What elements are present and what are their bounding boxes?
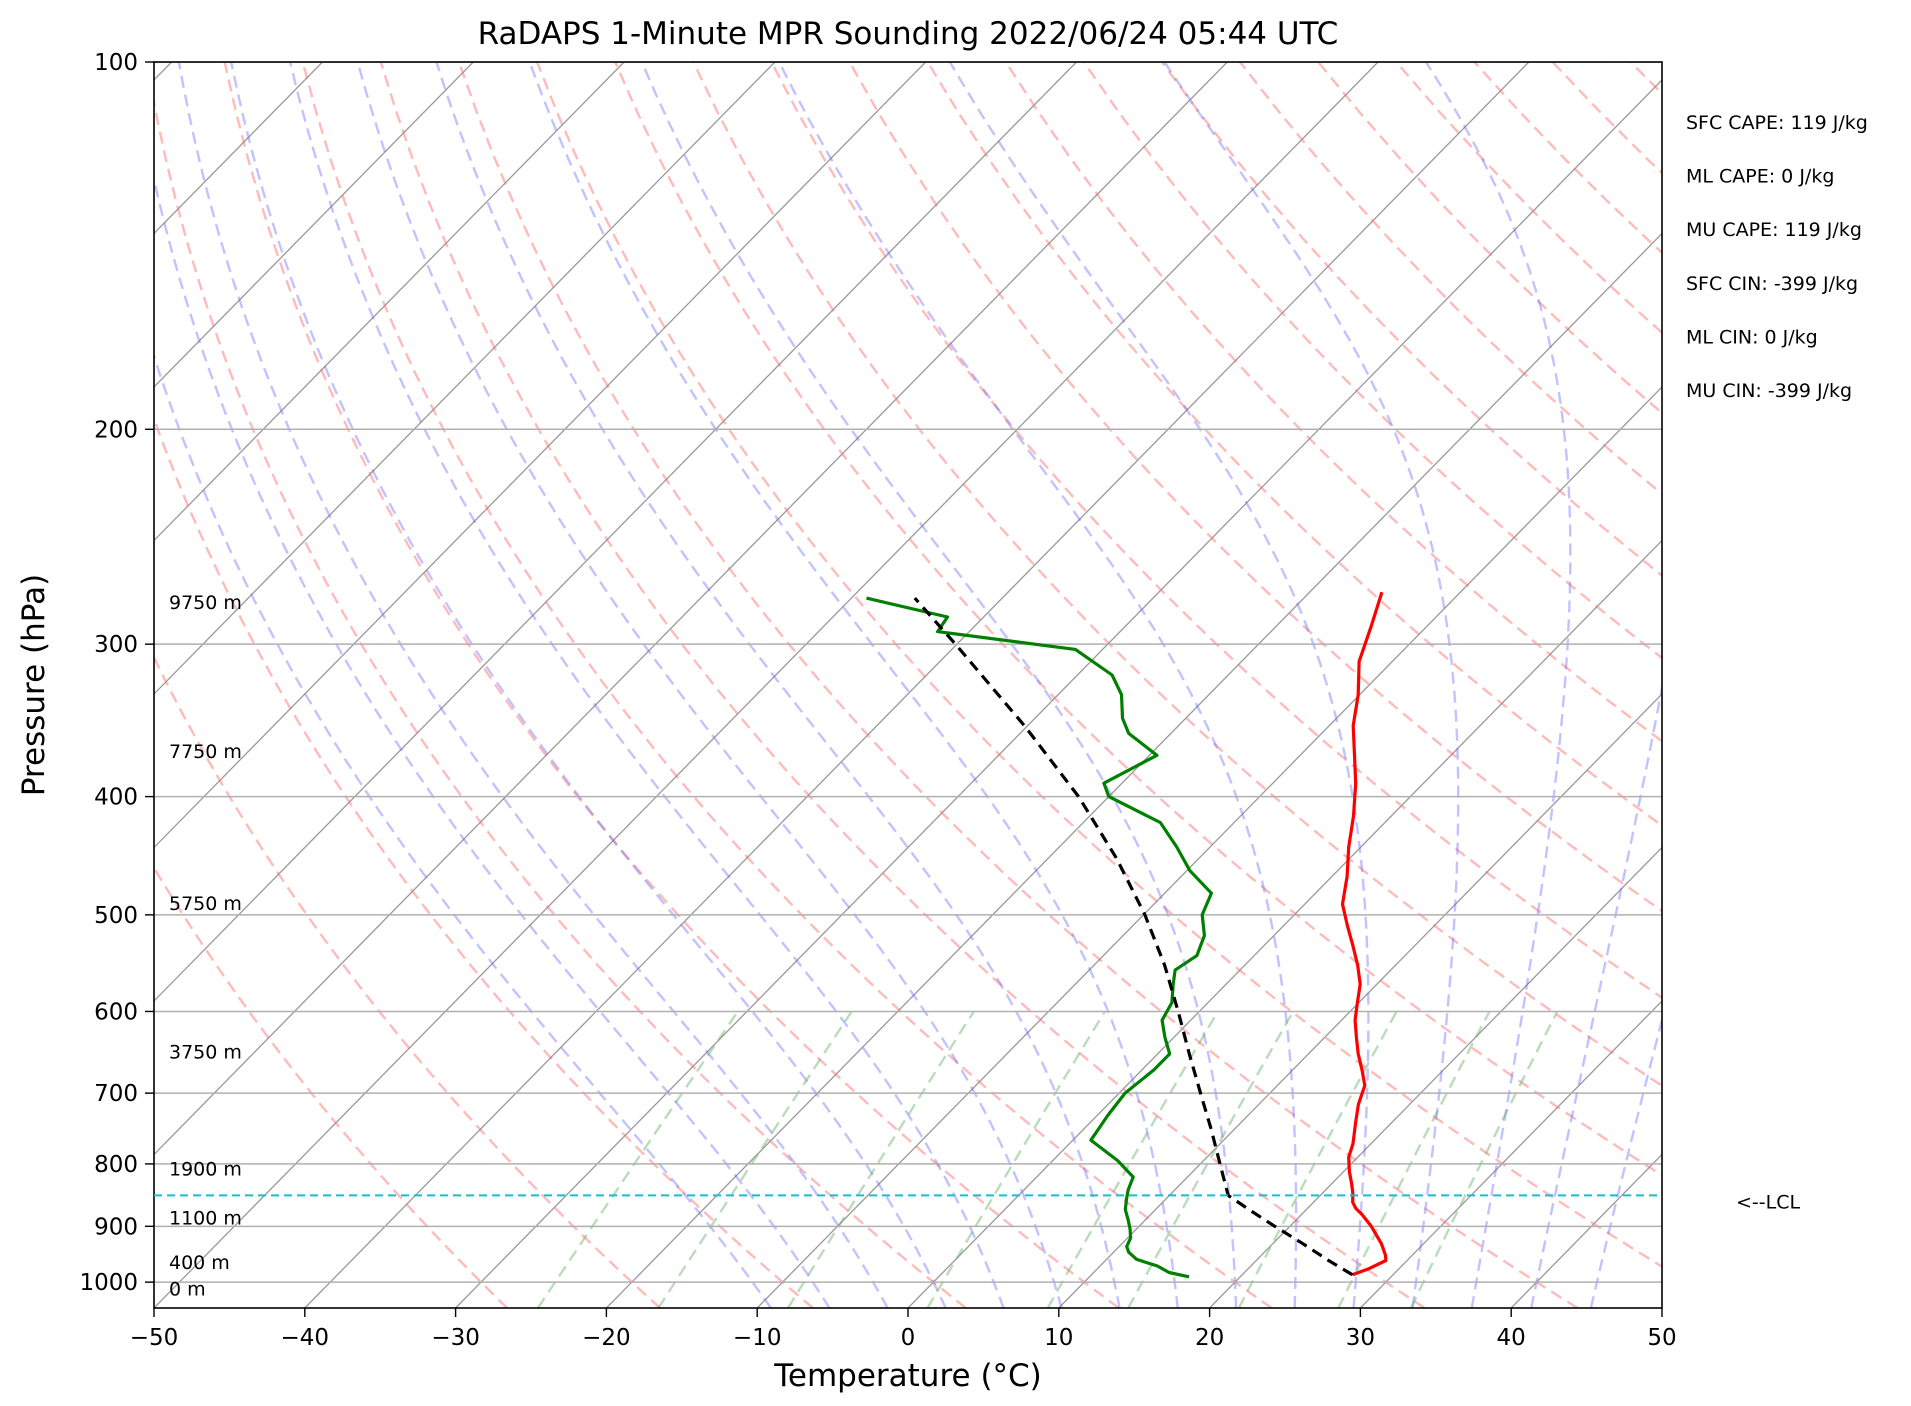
y-axis: 100 200 300 400 500 600 700 800 900 1000 bbox=[79, 50, 154, 1296]
height-label: 1100 m bbox=[169, 1207, 242, 1229]
stability-index: SFC CAPE: 119 J/kg bbox=[1686, 112, 1868, 134]
stability-index: ML CIN: 0 J/kg bbox=[1686, 326, 1818, 348]
stability-index: SFC CIN: -399 J/kg bbox=[1686, 273, 1858, 295]
dry-adiabat-line bbox=[926, 62, 1662, 828]
moist-adiabat-line bbox=[288, 62, 1005, 1308]
stability-index: MU CIN: -399 J/kg bbox=[1686, 380, 1852, 402]
dry-adiabat-line bbox=[154, 865, 508, 1308]
isotherm-line bbox=[154, 62, 776, 695]
y-tick-label: 1000 bbox=[79, 1270, 138, 1296]
x-tick-label: −50 bbox=[130, 1325, 179, 1351]
moist-adiabat-line bbox=[1424, 62, 1572, 1308]
isotherm-line bbox=[154, 62, 1228, 1156]
y-tick-label: 300 bbox=[94, 632, 138, 658]
moist-adiabat-line bbox=[230, 62, 947, 1308]
mixing-ratio-line bbox=[1127, 1010, 1295, 1308]
height-label: 1900 m bbox=[169, 1159, 242, 1181]
y-tick-label: 100 bbox=[94, 50, 138, 76]
x-tick-label: 10 bbox=[1044, 1325, 1073, 1351]
moist-adiabat-line bbox=[1530, 681, 1662, 1308]
height-label: 400 m bbox=[169, 1252, 230, 1274]
dry-adiabat-line bbox=[770, 62, 1662, 1000]
dry-adiabat-line bbox=[154, 415, 814, 1308]
isotherm-line bbox=[304, 62, 1530, 1308]
x-tick-label: −10 bbox=[733, 1325, 782, 1351]
lcl-marker: <--LCL bbox=[154, 1191, 1800, 1213]
stability-index: MU CAPE: 119 J/kg bbox=[1686, 219, 1862, 241]
isotherm-line bbox=[154, 62, 927, 849]
y-axis-label: Pressure (hPa) bbox=[16, 574, 52, 796]
isotherm-line bbox=[1359, 1000, 1662, 1308]
moist-adiabat-line bbox=[154, 174, 831, 1308]
mixing-ratio-line bbox=[657, 1010, 853, 1308]
mixing-ratio-line bbox=[1046, 1010, 1219, 1308]
y-tick-label: 500 bbox=[94, 903, 138, 929]
dry-adiabat-line bbox=[848, 62, 1662, 913]
height-label: 0 m bbox=[169, 1278, 206, 1300]
height-label: 5750 m bbox=[169, 893, 242, 915]
isotherm-line bbox=[605, 232, 1662, 1308]
y-tick-label: 400 bbox=[94, 785, 138, 811]
isotherm-line bbox=[1209, 846, 1662, 1308]
y-tick-label: 800 bbox=[94, 1152, 138, 1178]
x-tick-label: 40 bbox=[1497, 1325, 1526, 1351]
dry-adiabat-line bbox=[379, 62, 1426, 1308]
dry-adiabat-line bbox=[1160, 62, 1662, 578]
x-tick-label: 30 bbox=[1346, 1325, 1375, 1351]
moist-adiabat-line bbox=[154, 352, 772, 1308]
moist-adiabat-line bbox=[948, 62, 1370, 1308]
x-axis: −50 −40 −30 −20 −10 0 10 20 30 40 50 bbox=[130, 1308, 1677, 1351]
height-label: 3750 m bbox=[169, 1041, 242, 1063]
x-tick-label: 0 bbox=[901, 1325, 916, 1351]
isotherm-line bbox=[1058, 693, 1662, 1308]
height-label: 9750 m bbox=[169, 592, 242, 614]
height-label: 7750 m bbox=[169, 741, 242, 763]
isotherm-line bbox=[154, 62, 474, 388]
moist-adiabat-line bbox=[1163, 62, 1460, 1308]
y-tick-label: 200 bbox=[94, 417, 138, 443]
y-tick-label: 600 bbox=[94, 999, 138, 1025]
isotherm-line bbox=[154, 62, 625, 542]
mixing-ratio-line bbox=[926, 1010, 1106, 1308]
mixing-ratio-line bbox=[1337, 1010, 1491, 1308]
mixing-ratio-line bbox=[1237, 1010, 1398, 1308]
parcel-line bbox=[913, 597, 1354, 1277]
x-tick-label: −20 bbox=[582, 1325, 631, 1351]
temperature-line bbox=[1340, 591, 1388, 1277]
background-lines bbox=[154, 62, 1662, 1308]
x-tick-label: −30 bbox=[431, 1325, 480, 1351]
stability-indices: SFC CAPE: 119 J/kg ML CAPE: 0 J/kg MU CAPE… bbox=[1686, 112, 1868, 402]
y-tick-label: 900 bbox=[94, 1214, 138, 1240]
isotherm-line bbox=[154, 62, 1379, 1308]
x-axis-label: Temperature (°C) bbox=[773, 1358, 1042, 1394]
y-tick-label: 700 bbox=[94, 1081, 138, 1107]
moist-adiabat-line bbox=[177, 62, 889, 1308]
pressure-grid bbox=[154, 62, 1662, 1283]
isotherm-line bbox=[756, 386, 1662, 1308]
dewpoint-line bbox=[866, 596, 1214, 1279]
x-tick-label: −40 bbox=[281, 1325, 330, 1351]
height-labels: 9750 m 7750 m 5750 m 3750 m 1900 m 1100 m 400 … bbox=[169, 592, 242, 1301]
moist-adiabat-line bbox=[528, 62, 1179, 1308]
dry-adiabat-line bbox=[154, 654, 661, 1308]
isotherm-line bbox=[154, 62, 1077, 1002]
mixing-ratio-line bbox=[536, 1010, 739, 1308]
x-tick-label: 50 bbox=[1647, 1325, 1676, 1351]
stability-index: ML CAPE: 0 J/kg bbox=[1686, 166, 1834, 188]
isotherm-line bbox=[907, 539, 1662, 1308]
dry-adiabat-line bbox=[457, 62, 1579, 1308]
moist-adiabat-line bbox=[640, 62, 1238, 1308]
chart-title: RaDAPS 1-Minute MPR Sounding 2022/06/24 … bbox=[478, 16, 1339, 52]
mixing-ratio-line bbox=[786, 1010, 975, 1308]
x-tick-label: 20 bbox=[1195, 1325, 1224, 1351]
isotherm-line bbox=[455, 79, 1662, 1308]
dry-adiabat-line bbox=[154, 96, 967, 1308]
mixing-ratio-line bbox=[1409, 1010, 1559, 1308]
moist-adiabat-line bbox=[778, 62, 1298, 1308]
dry-adiabat-line bbox=[223, 62, 1120, 1308]
lcl-label: <--LCL bbox=[1736, 1191, 1800, 1213]
sounding-series bbox=[866, 591, 1388, 1279]
